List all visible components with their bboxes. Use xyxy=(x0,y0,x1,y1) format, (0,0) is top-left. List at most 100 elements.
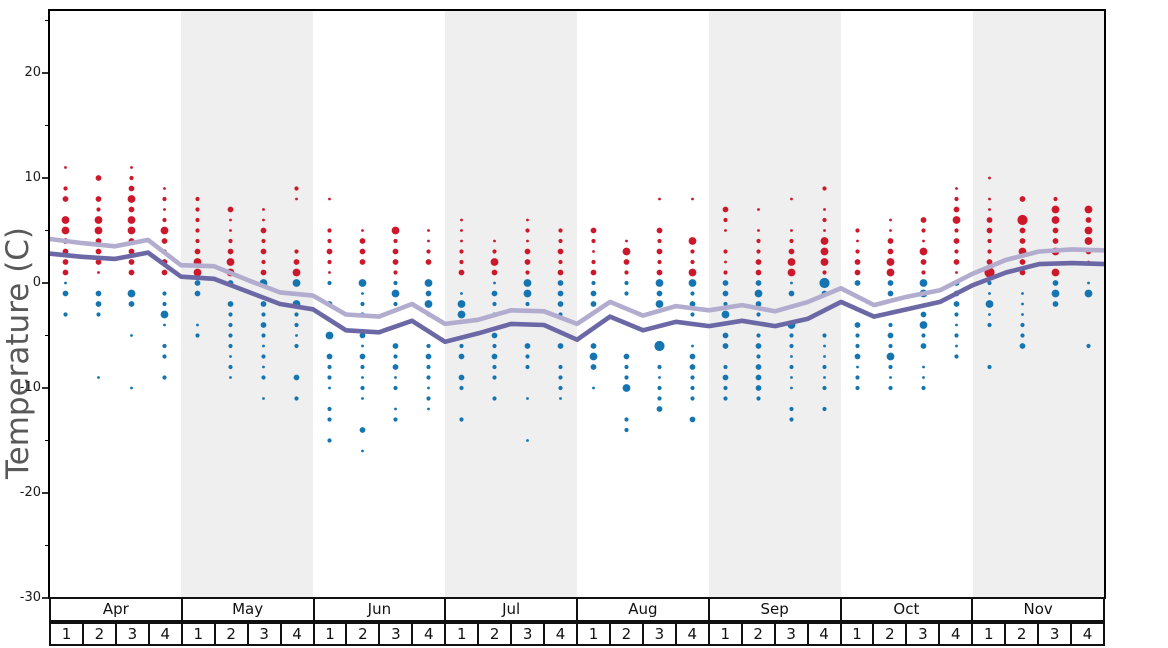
min-temp-dot xyxy=(1086,343,1091,349)
max-temp-dot xyxy=(625,239,628,243)
max-temp-dot xyxy=(590,269,597,276)
min-temp-dot xyxy=(691,344,694,348)
week-label-sep-4: 4 xyxy=(806,624,840,644)
week-label-jun-4: 4 xyxy=(411,624,444,644)
min-temp-dot xyxy=(393,417,398,422)
week-label-jul-4: 4 xyxy=(543,624,576,644)
min-temp-dot xyxy=(888,322,893,328)
min-temp-dot xyxy=(755,364,762,370)
min-temp-dot xyxy=(887,280,894,286)
min-temp-dot xyxy=(887,290,894,297)
min-temp-dot xyxy=(789,364,794,370)
max-temp-dot xyxy=(558,238,563,244)
min-temp-dot xyxy=(921,385,926,391)
month-label-apr: Apr xyxy=(102,600,129,618)
y-tick-label: 10 xyxy=(24,170,41,185)
min-temp-dot xyxy=(523,279,532,287)
min-temp-dot xyxy=(788,290,795,297)
min-temp-dot xyxy=(689,416,696,423)
max-temp-dot xyxy=(690,259,695,265)
max-temp-dot xyxy=(688,237,697,245)
min-temp-dot xyxy=(590,301,597,307)
min-temp-dot xyxy=(622,384,631,392)
week-label-aug-4: 4 xyxy=(674,624,708,644)
max-temp-dot xyxy=(328,271,331,274)
min-temp-dot xyxy=(127,289,136,298)
min-temp-dot xyxy=(888,343,893,349)
min-temp-dot xyxy=(162,354,167,359)
max-temp-dot xyxy=(787,268,796,277)
min-temp-dot xyxy=(656,406,663,412)
min-temp-dot xyxy=(690,291,695,296)
min-temp-dot xyxy=(591,280,596,286)
week-label-nov-1: 1 xyxy=(971,624,1004,644)
max-temp-dot xyxy=(64,166,67,169)
max-temp-dot xyxy=(459,259,464,265)
max-temp-dot xyxy=(163,208,166,211)
min-temp-dot xyxy=(492,375,497,380)
max-temp-dot xyxy=(327,259,332,265)
max-temp-dot xyxy=(327,228,332,233)
min-temp-dot xyxy=(755,280,762,286)
max-temp-dot xyxy=(392,248,399,255)
max-temp-dot xyxy=(1019,259,1026,265)
min-temp-dot xyxy=(97,376,100,379)
min-temp-dot xyxy=(919,321,928,329)
y-tick-label: -10 xyxy=(19,380,41,395)
max-temp-dot xyxy=(61,226,70,235)
min-temp-dot xyxy=(64,281,67,285)
max-temp-dot xyxy=(160,226,169,235)
min-temp-dot xyxy=(654,340,665,352)
min-temp-dot xyxy=(294,343,299,349)
max-temp-dot xyxy=(1052,227,1059,234)
max-temp-dot xyxy=(953,238,960,244)
min-temp-dot xyxy=(1020,322,1025,328)
max-temp-dot xyxy=(95,175,102,181)
max-temp-dot xyxy=(293,259,300,265)
max-temp-dot xyxy=(987,238,992,244)
max-temp-dot xyxy=(722,206,729,213)
min-temp-dot xyxy=(359,332,366,339)
min-temp-dot xyxy=(327,406,332,412)
min-temp-dot xyxy=(955,344,958,348)
min-temp-dot xyxy=(723,301,728,307)
min-temp-dot xyxy=(426,364,431,370)
min-temp-dot xyxy=(624,375,629,380)
max-temp-dot xyxy=(62,259,69,265)
min-temp-dot xyxy=(360,385,365,391)
max-temp-dot xyxy=(229,218,232,222)
max-temp-dot xyxy=(96,207,101,212)
min-temp-dot xyxy=(888,385,893,391)
min-temp-dot xyxy=(756,396,761,401)
max-temp-dot xyxy=(193,268,202,277)
min-temp-dot xyxy=(1084,289,1093,298)
max-temp-dot xyxy=(261,238,266,244)
min-temp-dot xyxy=(196,323,199,327)
week-label-oct-1: 1 xyxy=(839,624,873,644)
min-temp-dot xyxy=(228,364,233,370)
max-temp-dot xyxy=(94,226,103,235)
max-temp-dot xyxy=(327,238,332,244)
max-temp-dot xyxy=(757,208,760,211)
month-axis-row: Apr May Jun Jul Aug Sep Oct Nov xyxy=(49,597,1105,622)
month-shade-band-sep xyxy=(709,10,841,598)
max-temp-dot xyxy=(294,249,299,254)
max-temp-dot xyxy=(886,258,895,266)
min-temp-dot xyxy=(426,396,431,401)
min-temp-dot xyxy=(921,333,926,338)
min-temp-dot xyxy=(493,281,496,285)
week-label-jun-3: 3 xyxy=(378,624,411,644)
max-temp-dot xyxy=(261,259,266,265)
min-temp-dot xyxy=(392,364,399,370)
min-temp-dot xyxy=(163,323,166,327)
max-temp-dot xyxy=(657,259,662,265)
min-temp-dot xyxy=(557,290,564,297)
max-temp-dot xyxy=(856,239,859,243)
max-temp-dot xyxy=(955,187,958,190)
min-temp-dot xyxy=(756,312,761,317)
min-temp-dot xyxy=(525,364,530,370)
max-temp-dot xyxy=(460,239,463,243)
min-temp-dot xyxy=(624,417,629,422)
min-temp-dot xyxy=(427,407,430,411)
